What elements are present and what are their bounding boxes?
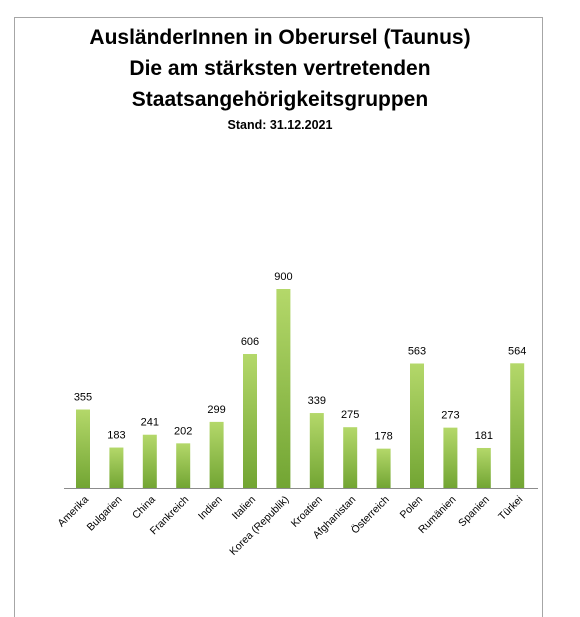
title-line-2: Die am stärksten vertretenden xyxy=(129,57,431,80)
value-label-8: 275 xyxy=(341,409,359,421)
bar-0 xyxy=(76,409,90,488)
category-label-4: Indien xyxy=(196,494,225,523)
category-label-1: Bulgarien xyxy=(85,494,125,534)
value-label-3: 202 xyxy=(174,425,192,437)
bar-1 xyxy=(109,447,124,488)
category-label-6: Korea (Republik) xyxy=(227,494,291,558)
bar-3 xyxy=(176,443,191,488)
value-label-5: 606 xyxy=(241,336,259,348)
bar-11 xyxy=(443,427,458,488)
title-line-1: AusländerInnen in Oberursel (Taunus) xyxy=(89,26,471,49)
title-line-3: Staatsangehörigkeitsgruppen xyxy=(131,88,429,111)
value-label-9: 178 xyxy=(374,431,392,443)
value-label-4: 299 xyxy=(207,404,225,416)
bar-9 xyxy=(376,448,391,488)
value-label-7: 339 xyxy=(308,395,326,407)
value-label-12: 181 xyxy=(475,430,493,442)
bar-13 xyxy=(510,363,525,488)
bar-5 xyxy=(243,354,257,488)
value-label-13: 564 xyxy=(508,345,526,357)
bars-group xyxy=(76,289,525,488)
category-label-2: China xyxy=(130,494,158,522)
value-label-6: 900 xyxy=(274,271,292,283)
bar-4 xyxy=(209,421,224,488)
value-label-11: 273 xyxy=(441,410,459,422)
bar-8 xyxy=(343,427,358,488)
chart-subtitle: Stand: 31.12.2021 xyxy=(227,118,333,132)
bar-7 xyxy=(309,413,324,488)
bar-6 xyxy=(276,289,291,488)
bar-12 xyxy=(476,447,491,488)
value-label-10: 563 xyxy=(408,346,426,358)
category-label-13: Türkei xyxy=(496,494,525,523)
value-label-0: 355 xyxy=(74,392,92,404)
value-label-1: 183 xyxy=(107,430,125,442)
category-label-5: Italien xyxy=(230,494,258,522)
bar-2 xyxy=(142,434,157,488)
category-label-12: Spanien xyxy=(456,494,492,530)
chart-title: AusländerInnen in Oberursel (Taunus) Die… xyxy=(0,22,560,135)
bar-chart: 355 183 241 202 299 606 900 339 275 178 563 273 181 5… xyxy=(55,271,538,558)
bar-10 xyxy=(410,363,424,488)
category-label-10: Polen xyxy=(398,494,426,522)
value-labels-group: 355 183 241 202 299 606 900 339 275 178 563 273 181 5… xyxy=(74,271,527,443)
value-label-2: 241 xyxy=(141,417,159,429)
